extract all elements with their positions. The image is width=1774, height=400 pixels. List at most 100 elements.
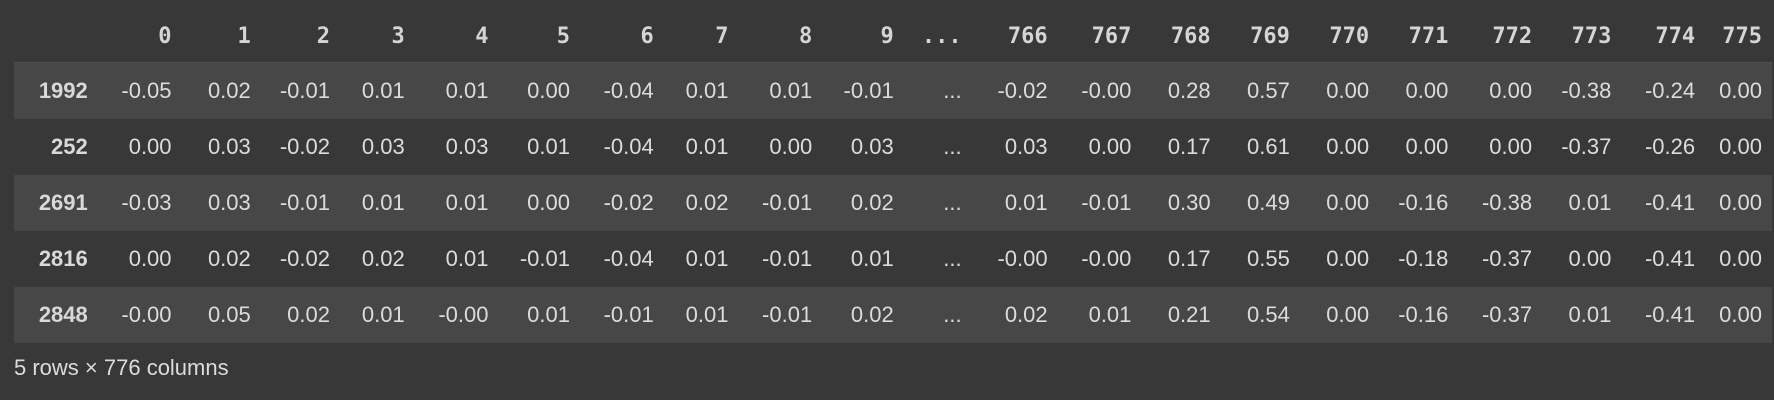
table-cell: 0.00 — [1489, 77, 1533, 103]
table-cell: 0.00 — [128, 245, 172, 271]
table-cell: 0.01 — [361, 77, 405, 103]
table-cell: -0.04 — [603, 133, 654, 159]
table-row: 1992 -0.05 0.02 -0.01 0.01 0.01 0.00 -0.04 0.01 0… — [14, 62, 1772, 119]
table-cell: 0.01 — [1088, 301, 1132, 327]
table-cell: 0.01 — [769, 77, 813, 103]
dataframe-shape-summary: 5 rows × 776 columns — [14, 355, 229, 380]
table-cell: 0.00 — [1326, 189, 1370, 215]
table-cell: -0.24 — [1644, 77, 1696, 103]
table-cell: 0.00 — [1719, 133, 1762, 159]
table-cell: -0.00 — [121, 301, 172, 327]
table-cell: 0.21 — [1167, 301, 1211, 327]
column-header: 1 — [181, 10, 261, 63]
column-header: 770 — [1299, 10, 1380, 63]
table-cell: -0.02 — [997, 77, 1048, 103]
row-index-label: 1992 — [38, 77, 88, 103]
column-header: 771 — [1379, 10, 1459, 63]
table-cell: 0.02 — [361, 245, 405, 271]
table-cell: -0.00 — [1081, 77, 1132, 103]
index-header — [14, 10, 98, 63]
ellipsis-cell: ... — [943, 189, 962, 215]
table-cell: 0.00 — [128, 133, 172, 159]
table-cell: 0.01 — [685, 301, 729, 327]
table-cell: 0.00 — [1326, 133, 1370, 159]
table-cell: 0.02 — [287, 301, 330, 327]
column-header: 769 — [1220, 10, 1300, 63]
table-cell: -0.18 — [1398, 245, 1449, 271]
table-cell: -0.00 — [997, 245, 1048, 271]
table-cell: 0.03 — [361, 133, 405, 159]
table-cell: -0.16 — [1398, 189, 1449, 215]
table-cell: 0.00 — [527, 189, 570, 215]
table-cell: 0.02 — [207, 77, 251, 103]
table-cell: -0.00 — [1081, 245, 1132, 271]
table-cell: 0.01 — [1004, 189, 1048, 215]
table-cell: 0.17 — [1167, 133, 1211, 159]
column-header: 9 — [822, 10, 904, 63]
column-header: 767 — [1057, 10, 1142, 63]
table-cell: 0.28 — [1167, 77, 1211, 103]
table-cell: 0.00 — [1405, 133, 1449, 159]
table-cell: 0.01 — [361, 301, 405, 327]
column-header: 772 — [1458, 10, 1543, 63]
table-cell: 0.00 — [1088, 133, 1132, 159]
table-cell: -0.05 — [121, 77, 172, 103]
row-index-label: 252 — [51, 133, 88, 159]
table-cell: -0.41 — [1644, 245, 1696, 271]
ellipsis-cell: ... — [943, 77, 962, 103]
table-cell: 0.02 — [1004, 301, 1048, 327]
column-header: 768 — [1141, 10, 1221, 63]
table-cell: 0.00 — [527, 77, 570, 103]
table-cell: -0.16 — [1398, 301, 1449, 327]
row-index-label: 2816 — [38, 245, 88, 271]
table-cell: -0.37 — [1481, 301, 1533, 327]
table-cell: 0.02 — [850, 301, 894, 327]
column-header: 774 — [1621, 10, 1706, 63]
table-cell: 0.03 — [850, 133, 894, 159]
table-cell: 0.01 — [527, 133, 570, 159]
table-cell: 0.00 — [1326, 245, 1370, 271]
column-header: 7 — [663, 10, 739, 63]
table-cell: 0.01 — [685, 245, 729, 271]
table-cell: -0.03 — [121, 189, 172, 215]
table-cell: -0.38 — [1481, 189, 1533, 215]
table-cell: 0.03 — [207, 189, 251, 215]
table-cell: 0.00 — [769, 133, 813, 159]
table-cell: -0.01 — [762, 245, 813, 271]
table-cell: 0.01 — [685, 133, 729, 159]
table-cell: 0.00 — [1719, 77, 1762, 103]
table-cell: -0.00 — [438, 301, 489, 327]
table-cell: -0.01 — [762, 189, 813, 215]
ellipsis-cell: ... — [943, 245, 962, 271]
table-cell: 0.01 — [445, 77, 489, 103]
ellipsis-cell: ... — [943, 133, 962, 159]
table-cell: -0.41 — [1644, 301, 1696, 327]
dataframe-body: 1992 -0.05 0.02 -0.01 0.01 0.01 0.00 -0.04 0.01 0… — [14, 62, 1772, 343]
table-cell: 0.00 — [1326, 301, 1370, 327]
table-row: 252 0.00 0.03 -0.02 0.03 0.03 0.01 -0.04 0.01 0.0… — [14, 118, 1772, 175]
column-header: 5 — [498, 10, 580, 63]
table-row: 2691 -0.03 0.03 -0.01 0.01 0.01 0.00 -0.02 0.02 -… — [14, 174, 1772, 231]
table-cell: 0.02 — [850, 189, 894, 215]
ellipsis-column-header: ... — [903, 10, 972, 63]
table-cell: 0.02 — [685, 189, 729, 215]
table-cell: -0.38 — [1561, 77, 1612, 103]
table-cell: -0.37 — [1481, 245, 1533, 271]
table-cell: 0.03 — [207, 133, 251, 159]
table-cell: 0.57 — [1247, 77, 1290, 103]
table-row: 2848 -0.00 0.05 0.02 0.01 -0.00 0.01 -0.01 0.01 -… — [14, 286, 1772, 343]
table-cell: -0.26 — [1644, 133, 1696, 159]
column-header: 4 — [414, 10, 499, 63]
table-cell: 0.01 — [1568, 189, 1612, 215]
column-header: 775 — [1705, 10, 1772, 63]
table-cell: -0.01 — [279, 189, 330, 215]
table-cell: 0.00 — [1719, 301, 1762, 327]
dataframe-table: 0 1 2 3 4 5 6 7 8 9 ... 766 767 768 769 … — [14, 10, 1772, 343]
table-cell: 0.00 — [1326, 77, 1370, 103]
ellipsis-cell: ... — [943, 301, 962, 327]
header-row: 0 1 2 3 4 5 6 7 8 9 ... 766 767 768 769 … — [14, 10, 1772, 63]
table-cell: -0.37 — [1561, 133, 1612, 159]
table-cell: 0.49 — [1247, 189, 1290, 215]
table-cell: 0.01 — [445, 245, 489, 271]
